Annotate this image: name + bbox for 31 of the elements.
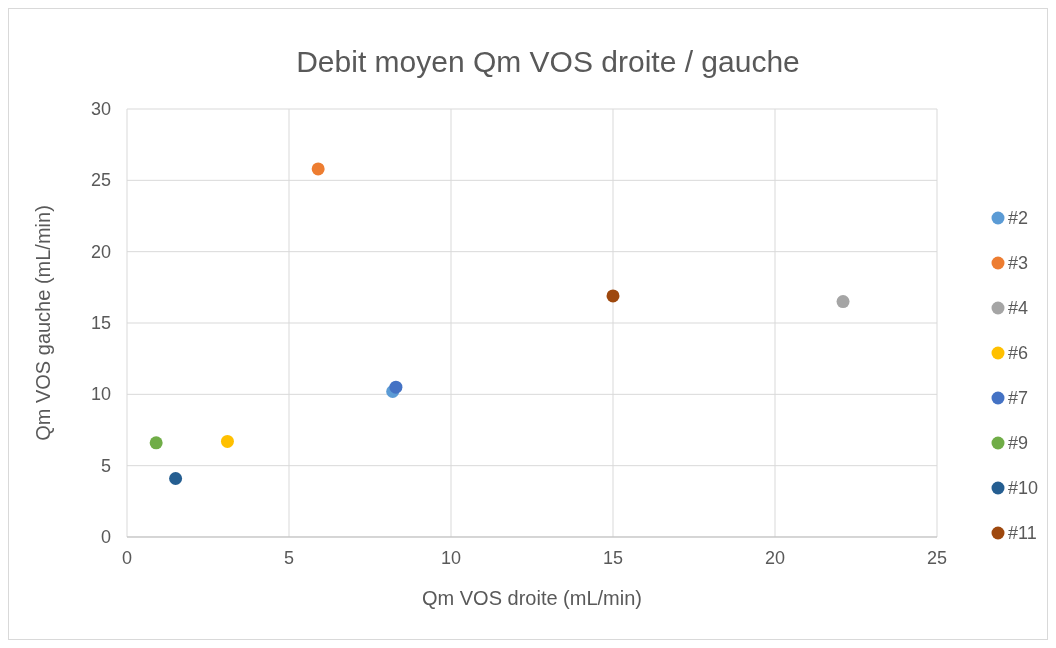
x-axis-title: Qm VOS droite (mL/min) — [421, 587, 643, 609]
legend-label: #11 — [1008, 523, 1037, 543]
point — [311, 162, 325, 176]
x-tick-label: 20 — [764, 548, 786, 568]
y-tick-label: 0 — [100, 527, 111, 547]
y-tick-label: 20 — [90, 241, 111, 262]
x-tick-label: 0 — [121, 548, 133, 568]
legend-label: #4 — [1008, 298, 1029, 318]
point — [169, 472, 183, 486]
y-tick-label: 25 — [90, 170, 111, 191]
point — [389, 380, 403, 394]
y-axis-title: Qm VOS gauche (mL/min) — [32, 205, 54, 441]
point — [220, 434, 234, 448]
chart-title: Debit moyen Qm VOS droite / gauche — [296, 45, 800, 78]
point — [606, 289, 620, 303]
y-tick-label: 15 — [90, 313, 111, 333]
legend-label: #7 — [1008, 388, 1029, 408]
y-tick-label: 30 — [90, 99, 111, 119]
x-tick-label: 25 — [926, 548, 948, 568]
x-tick-label: 10 — [440, 548, 462, 568]
legend-label: #10 — [1008, 478, 1039, 498]
y-tick-label: 10 — [90, 384, 111, 405]
legend-label: #3 — [1008, 253, 1029, 273]
x-tick-label: 15 — [602, 548, 624, 568]
point — [149, 436, 163, 450]
point — [836, 295, 850, 309]
y-tick-label: 5 — [100, 455, 111, 476]
x-tick-label: 5 — [283, 548, 295, 568]
legend-label: #9 — [1008, 433, 1029, 453]
legend-label: #2 — [1008, 208, 1029, 228]
legend-label: #6 — [1008, 343, 1029, 363]
